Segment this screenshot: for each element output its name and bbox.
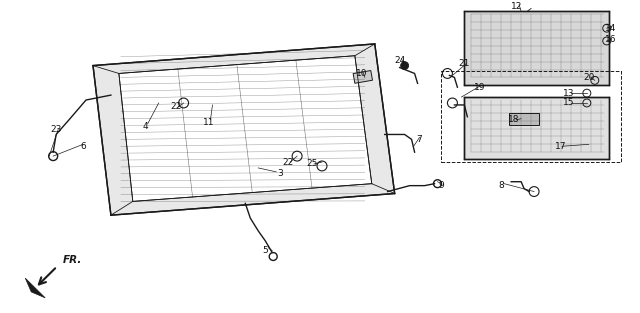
Text: 7: 7 — [417, 135, 422, 144]
Text: 16: 16 — [605, 34, 616, 44]
Polygon shape — [93, 44, 395, 215]
Bar — [353, 70, 372, 83]
Text: 22: 22 — [170, 102, 181, 111]
Text: 8: 8 — [499, 181, 504, 190]
Text: 24: 24 — [394, 56, 405, 65]
Polygon shape — [465, 97, 609, 159]
Text: 9: 9 — [438, 181, 444, 190]
Text: 6: 6 — [80, 142, 86, 151]
Bar — [442, 71, 621, 162]
Text: 13: 13 — [563, 89, 575, 98]
Text: 17: 17 — [555, 142, 566, 151]
Text: 21: 21 — [459, 59, 470, 68]
Text: 14: 14 — [605, 24, 616, 33]
Text: 5: 5 — [262, 246, 268, 255]
Text: 19: 19 — [474, 83, 485, 92]
Text: 12: 12 — [511, 2, 523, 11]
Text: 3: 3 — [277, 169, 283, 178]
Polygon shape — [465, 12, 609, 85]
Text: 18: 18 — [508, 115, 520, 124]
Text: 20: 20 — [583, 73, 595, 82]
Text: 4: 4 — [143, 122, 148, 131]
Polygon shape — [119, 56, 372, 201]
Text: 23: 23 — [51, 125, 62, 134]
Bar — [509, 113, 539, 125]
Text: 11: 11 — [203, 118, 214, 127]
Text: 25: 25 — [307, 160, 317, 168]
Text: 15: 15 — [563, 99, 575, 107]
Text: 10: 10 — [356, 69, 367, 78]
Text: 22: 22 — [282, 157, 294, 167]
Polygon shape — [26, 278, 45, 298]
Text: FR.: FR. — [63, 255, 83, 265]
Circle shape — [401, 62, 408, 69]
